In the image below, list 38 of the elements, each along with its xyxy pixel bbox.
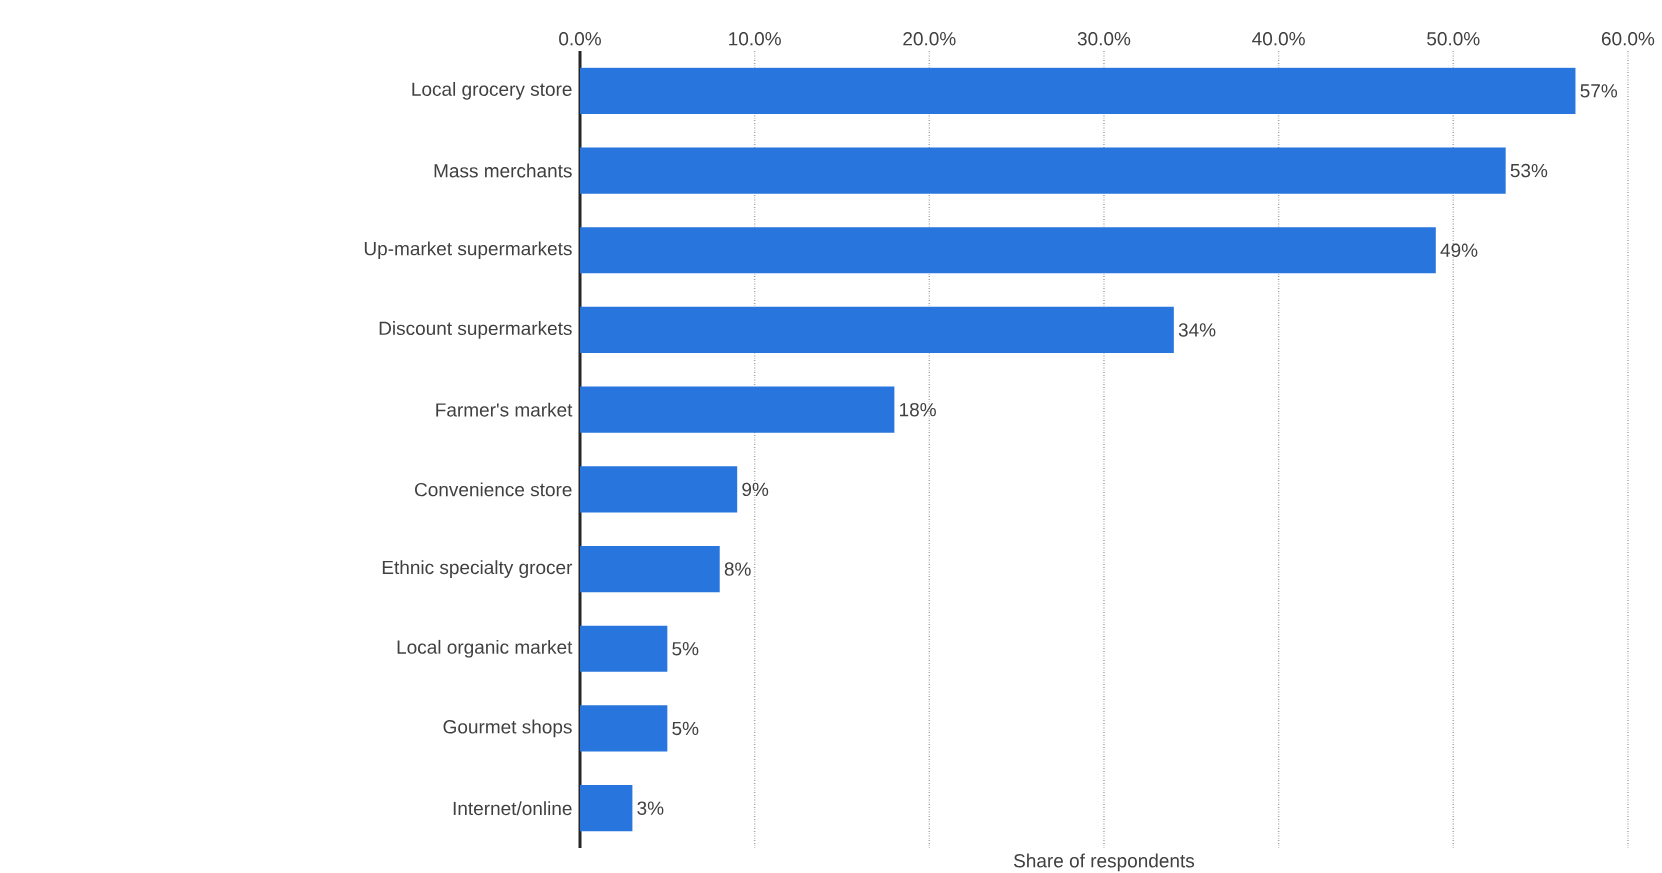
y-tick-label: Mass merchants (434, 163, 572, 178)
y-tick-label: Up-market supermarkets (364, 241, 572, 260)
bar (580, 785, 633, 832)
bar (580, 545, 720, 593)
x-tick-label: 30.0% (1077, 32, 1131, 46)
y-tick-label: Gourmet shops (443, 719, 572, 738)
data-label: 57% (1580, 84, 1618, 98)
data-label: 9% (742, 482, 769, 497)
y-tick-label: Ethnic specialty grocer (382, 560, 573, 578)
data-label: 3% (637, 801, 664, 815)
bar (580, 386, 895, 433)
x-tick-label: 20.0% (903, 32, 956, 46)
bar (580, 67, 1576, 114)
data-label: 53% (1510, 163, 1548, 178)
y-tick-label: Internet/online (453, 801, 572, 816)
x-tick-label: 40.0% (1252, 32, 1305, 46)
y-tick-label: Discount supermarkets (379, 321, 572, 339)
data-label: 18% (900, 402, 936, 417)
y-tick-label: Local organic market (397, 639, 573, 658)
x-tick-label: 50.0% (1427, 32, 1480, 46)
bar (580, 306, 1174, 354)
bar (580, 705, 668, 752)
y-tick-label: Farmer's market (436, 402, 573, 417)
x-tick-label: 10.0% (729, 32, 781, 46)
x-tick-label: 0.0% (559, 32, 601, 46)
y-tick-label: Convenience store (415, 482, 572, 497)
y-tick-label: Local grocery store (412, 82, 572, 100)
bar (580, 147, 1506, 194)
data-label: 34% (1178, 323, 1216, 337)
bar (580, 466, 738, 513)
x-axis-title: Share of respondents (1013, 853, 1195, 872)
x-tick-label: 60.0% (1601, 32, 1655, 46)
bar (580, 625, 668, 672)
data-label: 8% (724, 562, 751, 576)
bar (580, 227, 1436, 274)
data-label: 5% (672, 642, 699, 656)
data-label: 49% (1440, 243, 1478, 257)
data-label: 5% (672, 721, 699, 736)
